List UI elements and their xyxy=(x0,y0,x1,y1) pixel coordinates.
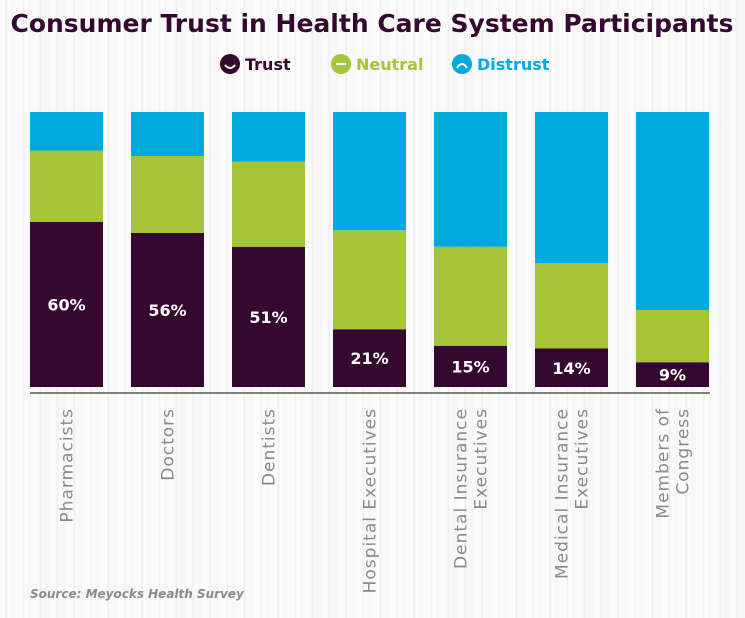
data-label: 51% xyxy=(249,308,287,327)
bar-distrust xyxy=(30,112,103,151)
bar-neutral xyxy=(434,246,507,346)
category-label: Pharmacists xyxy=(58,408,78,523)
category-label: Medical InsuranceExecutives xyxy=(553,408,593,579)
bar-trust xyxy=(535,348,608,387)
category-label: Dentists xyxy=(260,408,280,486)
neutral-face-icon xyxy=(331,54,351,74)
legend-label: Distrust xyxy=(477,55,550,74)
bar-trust xyxy=(30,222,103,387)
data-label: 9% xyxy=(659,366,686,385)
data-label: 21% xyxy=(350,349,388,368)
bar-distrust xyxy=(232,112,305,162)
data-label: 60% xyxy=(47,296,85,315)
category-label: Hospital Executives xyxy=(361,408,381,593)
bars: 60% 56% 51% 21% 15% 14% 9% xyxy=(30,112,709,387)
bar-distrust xyxy=(131,112,204,156)
bar-trust xyxy=(131,233,204,387)
data-label: 15% xyxy=(451,357,489,376)
bar-group: 21% xyxy=(333,112,406,387)
bar-trust xyxy=(434,345,507,387)
legend-label: Neutral xyxy=(356,55,423,74)
chart-title: Consumer Trust in Health Care System Par… xyxy=(10,9,733,38)
bar-neutral xyxy=(131,156,204,233)
bar-neutral xyxy=(636,310,709,363)
bar-group: 56% xyxy=(131,112,204,387)
bar-neutral xyxy=(30,150,103,222)
bar-neutral xyxy=(333,230,406,330)
bar-trust xyxy=(636,362,709,387)
legend-item-neutral: Neutral xyxy=(331,54,423,74)
bar-group: 9% xyxy=(636,112,709,387)
bar-distrust xyxy=(636,112,709,310)
category-label: Members ofCongress xyxy=(654,408,694,519)
data-label: 14% xyxy=(552,359,590,378)
data-label: 56% xyxy=(148,301,186,320)
legend: Trust Neutral Distrust xyxy=(220,54,550,74)
bar-group: 14% xyxy=(535,112,608,387)
category-labels: Pharmacists Doctors Dentists Hospital Execu… xyxy=(58,408,694,593)
bar-group: 51% xyxy=(232,112,305,387)
bar-group: 60% xyxy=(30,112,103,387)
smile-icon xyxy=(220,54,240,74)
category-label: Dental InsuranceExecutives xyxy=(452,408,492,569)
legend-item-trust: Trust xyxy=(220,54,291,74)
bar-trust xyxy=(232,246,305,387)
legend-item-distrust: Distrust xyxy=(452,54,550,74)
source-note: Source: Meyocks Health Survey xyxy=(30,587,245,601)
frown-icon xyxy=(452,54,472,74)
bar-neutral xyxy=(232,161,305,247)
legend-label: Trust xyxy=(245,55,291,74)
bar-neutral xyxy=(535,263,608,349)
bar-distrust xyxy=(434,112,507,247)
bar-trust xyxy=(333,329,406,387)
bar-group: 15% xyxy=(434,112,507,387)
bar-distrust xyxy=(535,112,608,264)
bar-distrust xyxy=(333,112,406,231)
category-label: Doctors xyxy=(159,408,179,481)
